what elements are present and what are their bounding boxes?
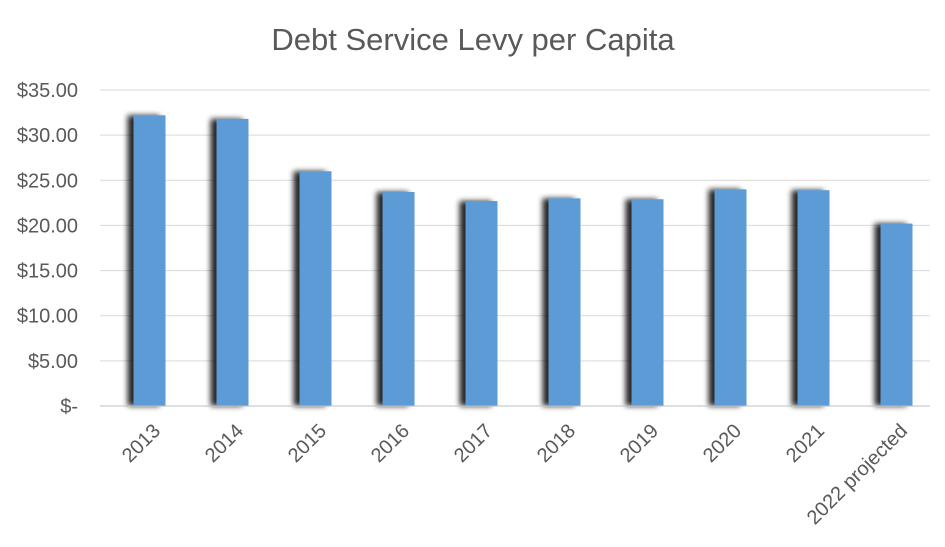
y-tick-label: $30.00 bbox=[17, 125, 78, 147]
bar-2019 bbox=[631, 199, 664, 406]
y-tick-label: $10.00 bbox=[17, 306, 78, 328]
bar-2016 bbox=[382, 192, 415, 406]
x-tick-label: 2017 bbox=[450, 420, 497, 467]
x-tick-label: 2020 bbox=[699, 420, 746, 467]
bar-2022-projected bbox=[880, 223, 913, 406]
x-tick-label: 2018 bbox=[533, 420, 580, 467]
y-tick-label: $5.00 bbox=[28, 351, 78, 373]
chart-title: Debt Service Levy per Capita bbox=[271, 22, 675, 57]
bar-2017 bbox=[465, 201, 498, 406]
bar-2018 bbox=[548, 198, 581, 406]
x-tick-label: 2016 bbox=[367, 420, 414, 467]
bars bbox=[133, 115, 913, 407]
y-axis-ticks: $35.00 $30.00 $25.00 $20.00 $15.00 $10.00 $5.0… bbox=[17, 80, 78, 418]
x-tick-label: 2013 bbox=[118, 420, 165, 467]
y-tick-label: $20.00 bbox=[17, 215, 78, 237]
x-tick-label: 2015 bbox=[284, 420, 331, 467]
y-tick-label: $25.00 bbox=[17, 170, 78, 192]
x-axis-ticks: 2013 2014 2015 2016 2017 2018 2019 2020 20212022… bbox=[118, 420, 912, 529]
y-tick-label: $35.00 bbox=[17, 80, 78, 102]
y-tick-label: $- bbox=[60, 396, 78, 418]
bar-2014 bbox=[216, 118, 249, 407]
bar-2021 bbox=[797, 190, 830, 406]
x-tick-label: 2021 bbox=[782, 420, 829, 467]
x-tick-label: 2014 bbox=[201, 420, 248, 467]
bar-2015 bbox=[299, 171, 332, 406]
bar-2013 bbox=[133, 115, 166, 406]
x-tick-label: 2019 bbox=[616, 420, 663, 467]
y-tick-label: $15.00 bbox=[17, 261, 78, 283]
bar-2020 bbox=[714, 189, 747, 406]
